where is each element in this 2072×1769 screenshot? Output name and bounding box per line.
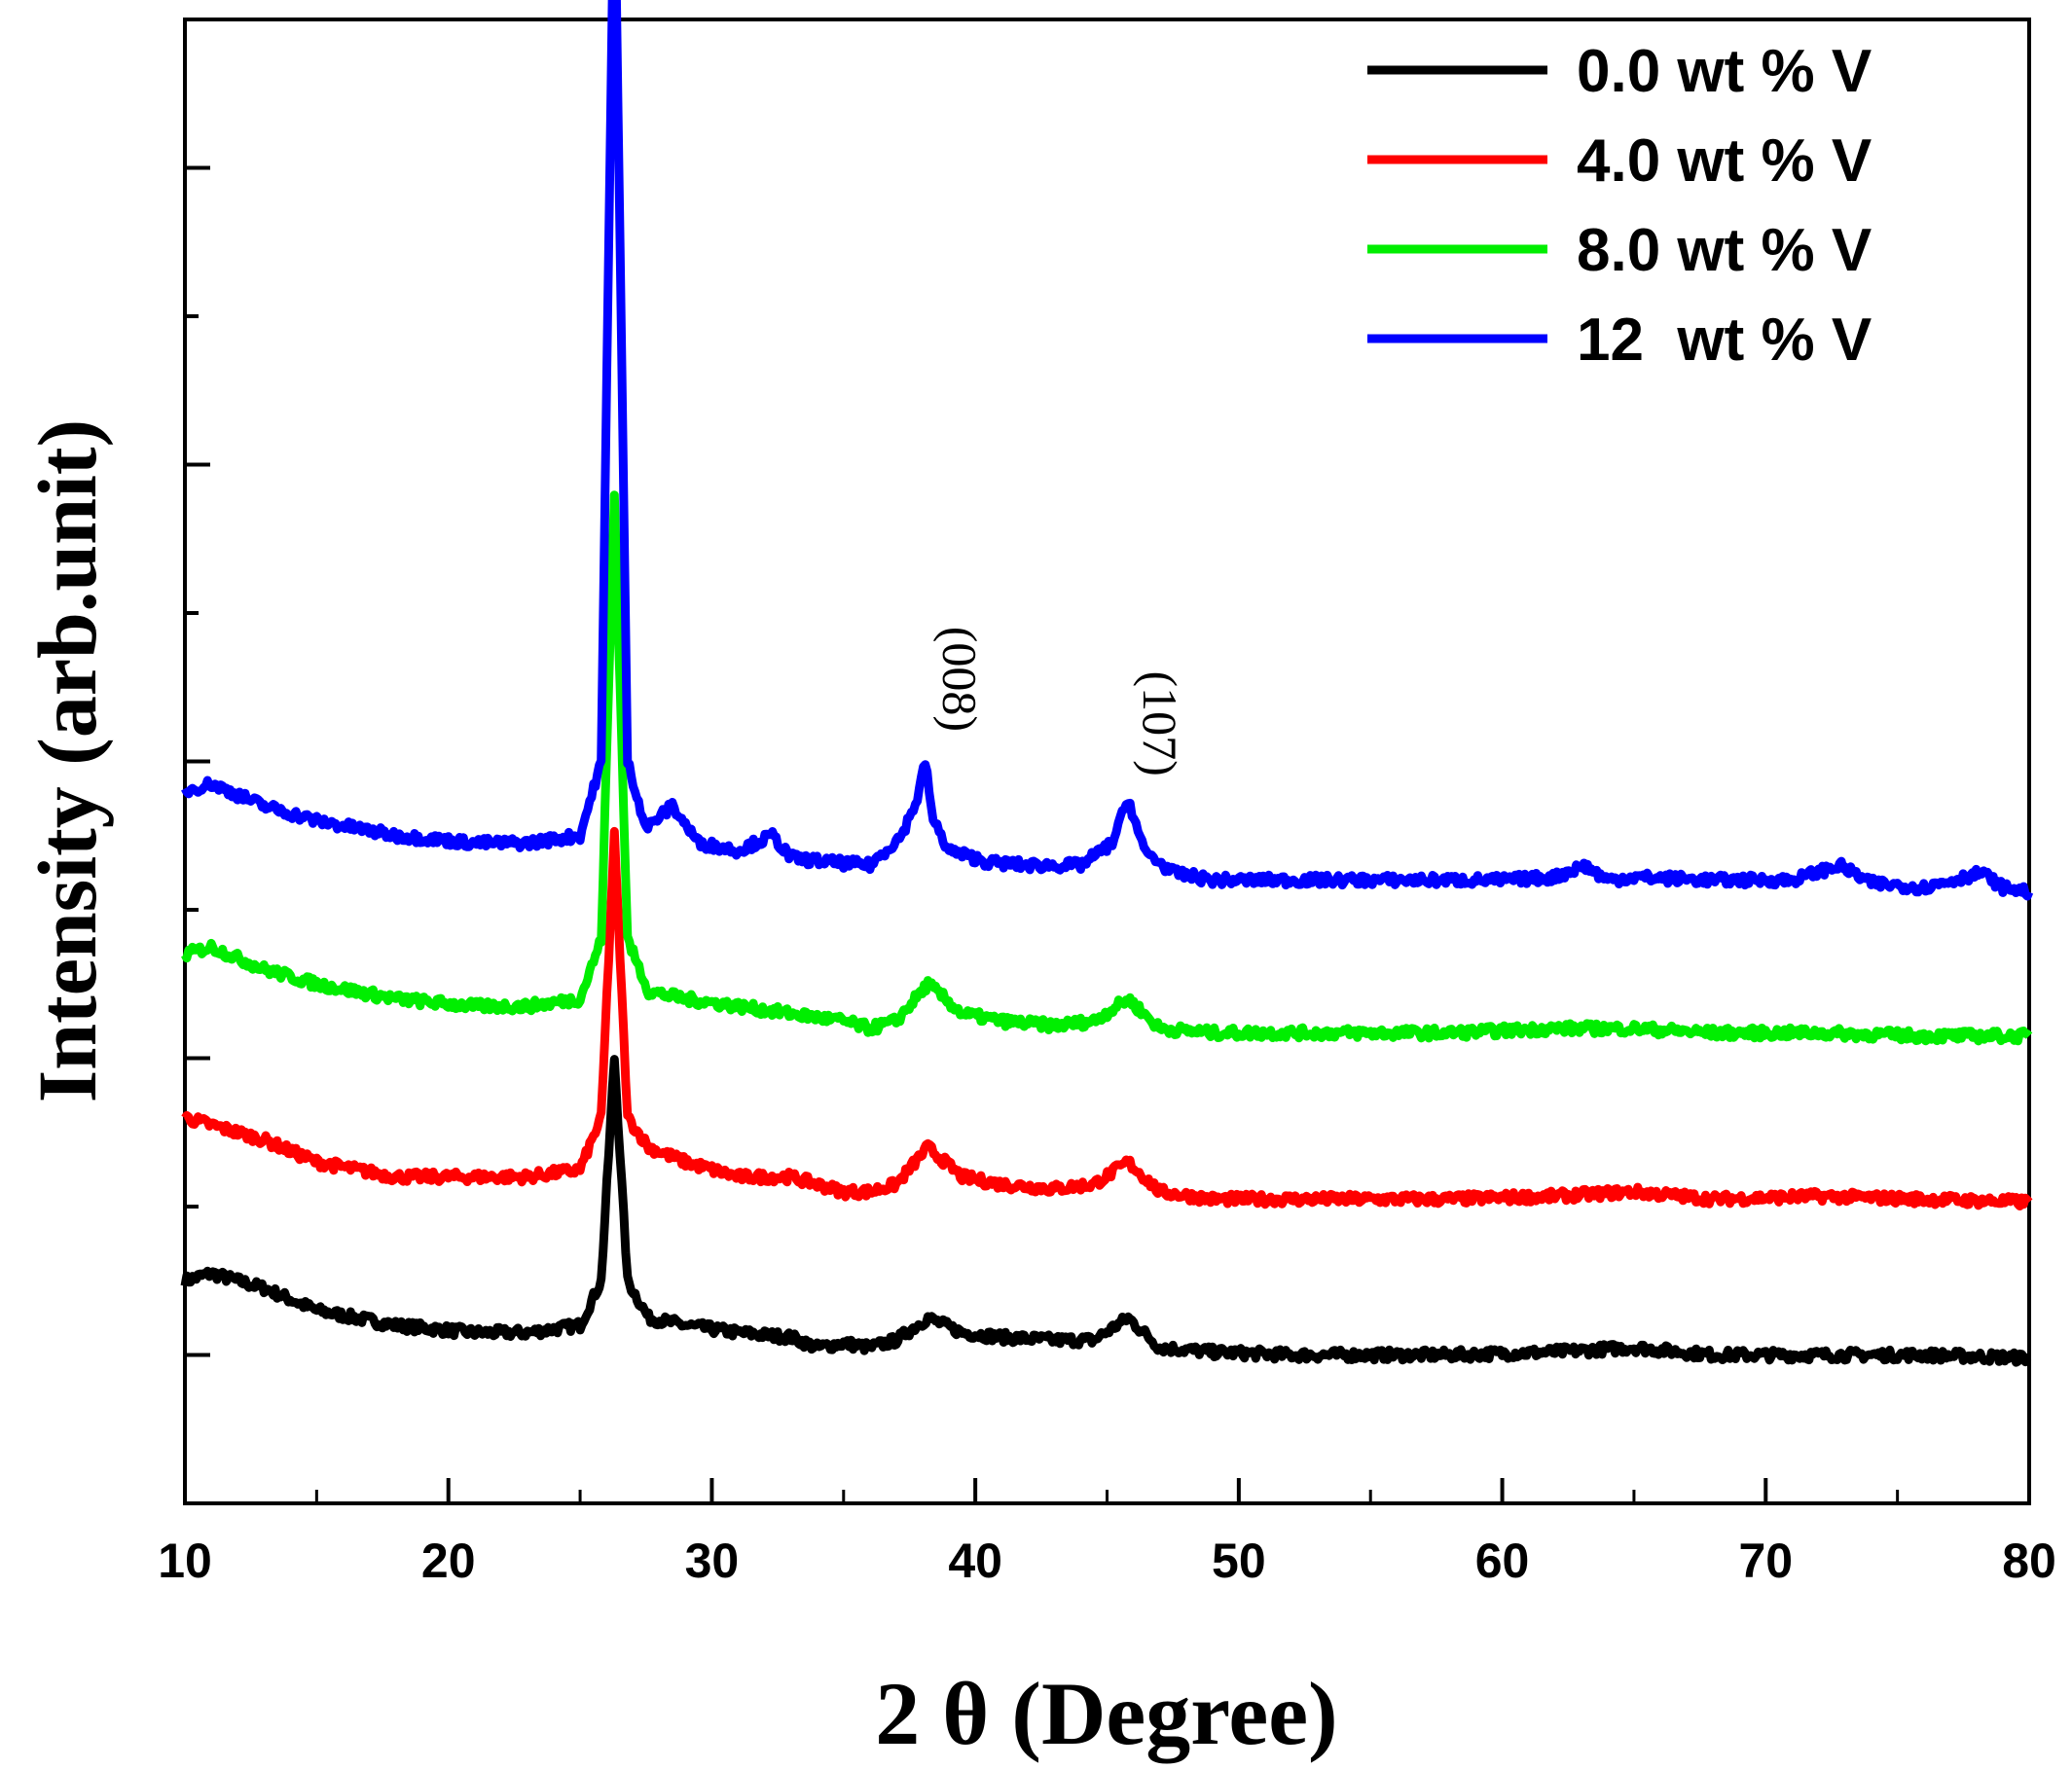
x-tick-label: 10 <box>158 1534 212 1588</box>
x-tick-label: 50 <box>1212 1534 1266 1588</box>
x-tick-label: 70 <box>1738 1534 1793 1588</box>
x-tick-label: 80 <box>2002 1534 2056 1588</box>
x-tick-label: 30 <box>685 1534 740 1588</box>
legend: 0.0 wt % V 4.0 wt % V 8.0 wt % V 12 wt % V <box>1367 38 1872 374</box>
legend-label: 4.0 wt % V <box>1577 127 1872 195</box>
series-layer <box>180 0 2034 1367</box>
x-tick-label: 20 <box>421 1534 476 1588</box>
legend-label: 0.0 wt % V <box>1577 38 1872 105</box>
peak-label: (107) <box>1133 670 1187 776</box>
x-axis-ticks: 10 20 30 40 50 60 70 80 <box>158 1478 2056 1588</box>
peak-label: (008) <box>932 627 987 732</box>
series-line-3 <box>181 0 2034 901</box>
x-tick-label: 40 <box>948 1534 1002 1588</box>
y-axis-ticks <box>185 165 210 1357</box>
legend-label: 12 wt % V <box>1577 307 1872 374</box>
series-line-0 <box>180 1055 2032 1367</box>
y-axis-title: Intensity (arb.unit) <box>20 419 114 1102</box>
peak-annotations: (101)(008)(107) <box>932 627 1187 776</box>
series-line-1 <box>181 826 2033 1210</box>
x-axis-title: 2 θ (Degree) <box>875 1664 1337 1763</box>
legend-label: 8.0 wt % V <box>1577 217 1872 284</box>
series-line-2 <box>181 490 2033 1046</box>
x-tick-label: 60 <box>1475 1534 1530 1588</box>
